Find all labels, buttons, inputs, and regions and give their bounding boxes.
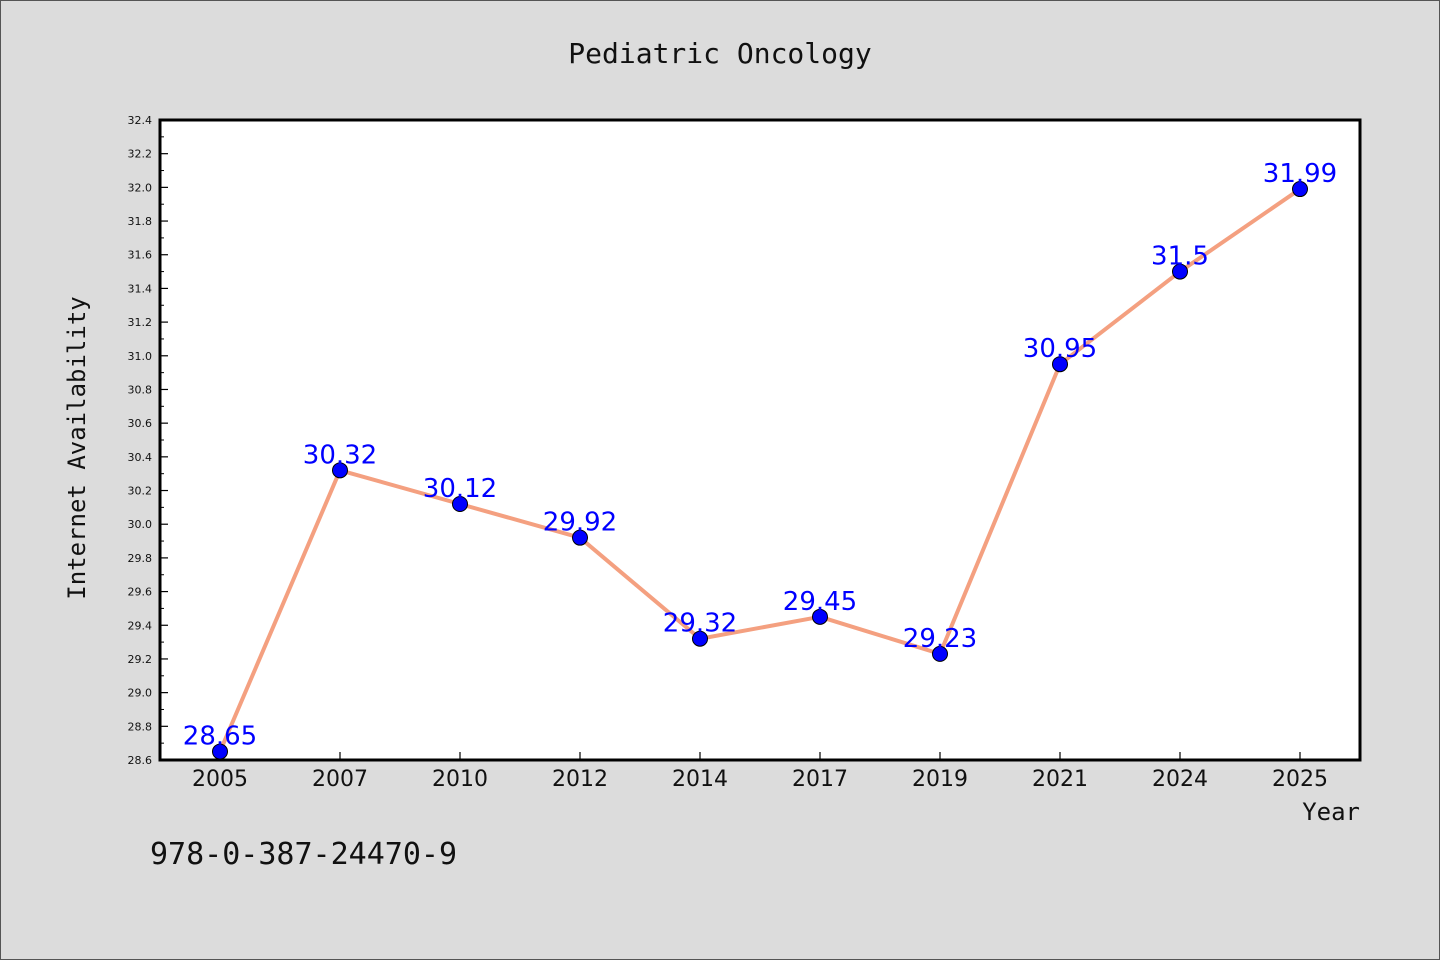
data-point xyxy=(1292,181,1308,198)
y-tick-label: 32.2 xyxy=(128,148,153,161)
y-tick-label: 30.2 xyxy=(128,485,153,498)
y-tick-label: 29.6 xyxy=(128,586,153,599)
data-point xyxy=(212,743,228,760)
data-label: 30.12 xyxy=(423,474,497,504)
isbn-text: 978-0-387-24470-9 xyxy=(150,837,457,872)
y-tick-label: 31.0 xyxy=(128,350,153,363)
y-tick-label: 31.6 xyxy=(128,249,153,262)
y-tick-label: 31.2 xyxy=(128,316,153,329)
y-tick-label: 32.0 xyxy=(128,181,153,194)
series-group xyxy=(212,181,1308,760)
data-label: 30.32 xyxy=(303,440,377,470)
data-label: 31.99 xyxy=(1263,159,1337,189)
data-point xyxy=(1172,263,1188,280)
data-label: 28.65 xyxy=(183,722,257,752)
data-point xyxy=(692,630,708,647)
data-point xyxy=(572,529,588,546)
data-point xyxy=(332,462,348,479)
y-tick-label: 31.8 xyxy=(128,215,153,228)
data-label: 31.5 xyxy=(1151,242,1209,272)
data-label: 29.23 xyxy=(903,624,977,654)
series-line xyxy=(218,187,1302,754)
data-point xyxy=(452,496,468,512)
y-tick-label: 28.8 xyxy=(128,720,153,733)
x-tick-label: 2017 xyxy=(792,767,848,792)
x-tick-label: 2024 xyxy=(1152,767,1208,792)
y-tick-label: 30.8 xyxy=(128,383,153,396)
data-label: 29.32 xyxy=(663,609,737,639)
y-tick-label: 29.4 xyxy=(128,619,153,632)
chart-title: Pediatric Oncology xyxy=(568,37,871,70)
plot-area xyxy=(158,118,1362,762)
y-tick-label: 29.8 xyxy=(128,552,153,565)
x-axis-label: Year xyxy=(1302,798,1360,826)
x-tick-label: 2021 xyxy=(1032,767,1088,792)
y-tick-label: 28.6 xyxy=(128,754,153,767)
y-tick-label: 30.4 xyxy=(128,451,153,464)
x-tick-label: 2014 xyxy=(672,767,728,792)
x-tick-label: 2005 xyxy=(192,767,248,792)
data-labels-group: 28.65 30.32 30.12 29.92 29.32 29.45 29.23 30.95… xyxy=(183,159,1337,752)
data-label: 29.92 xyxy=(543,508,617,538)
y-axis-ticks: 28.6 28.8 29.0 29.2 29.4 29.6 29.8 30.0 30.2 30.4… xyxy=(128,114,168,767)
x-axis-ticks: 2005 2007 2010 2012 2014 2017 2019 2021 2024 2025 xyxy=(192,752,1328,792)
y-axis-label: Internet Availability xyxy=(63,296,91,599)
y-tick-label: 32.4 xyxy=(128,114,153,127)
data-label: 30.95 xyxy=(1023,334,1097,364)
x-tick-label: 2010 xyxy=(432,767,488,792)
data-label: 29.45 xyxy=(783,587,857,617)
y-tick-label: 31.4 xyxy=(128,282,153,295)
y-tick-label: 30.0 xyxy=(128,518,153,531)
x-tick-label: 2025 xyxy=(1272,767,1328,792)
data-point xyxy=(812,608,828,625)
y-tick-label: 29.2 xyxy=(128,653,153,666)
x-tick-label: 2012 xyxy=(552,767,608,792)
y-tick-label: 30.6 xyxy=(128,417,153,430)
x-tick-label: 2019 xyxy=(912,767,968,792)
y-tick-label: 29.0 xyxy=(128,687,153,700)
x-tick-label: 2007 xyxy=(312,767,368,792)
data-point xyxy=(932,645,948,662)
data-point xyxy=(1052,356,1068,373)
